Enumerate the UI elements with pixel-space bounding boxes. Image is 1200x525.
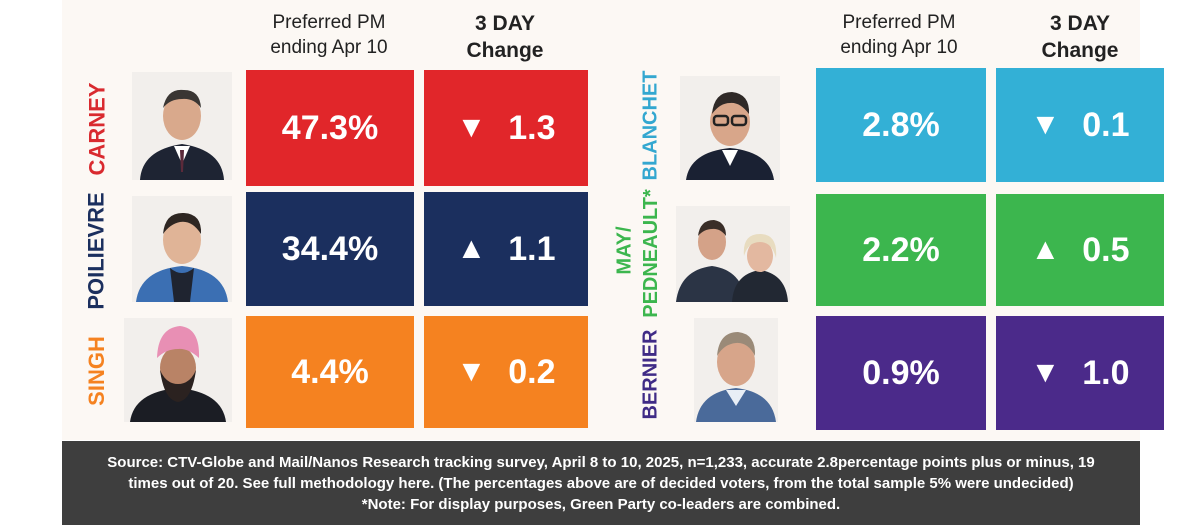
may-pedneault-value: 2.2% — [862, 230, 940, 269]
may-pedneault-change: 0.5 — [1082, 230, 1130, 269]
poilievre-change: 1.1 — [508, 229, 556, 268]
up-arrow-icon: ▲ — [456, 232, 487, 265]
footer-line-1: Source: CTV-Globe and Mail/Nanos Researc… — [107, 453, 1095, 471]
singh-photo — [124, 318, 232, 422]
singh-change: 0.2 — [508, 352, 556, 391]
singh-value-box: 4.4% — [246, 316, 414, 428]
pedneault-label: PEDNEAULT* — [639, 188, 662, 318]
bernier-change: 1.0 — [1082, 353, 1130, 392]
blanchet-value-box: 2.8% — [816, 68, 986, 182]
may-pedneault-value-box: 2.2% — [816, 194, 986, 306]
blanchet-value: 2.8% — [862, 105, 940, 144]
may-pedneault-photo — [676, 206, 790, 302]
singh-value: 4.4% — [291, 352, 369, 391]
blanchet-photo — [680, 76, 780, 180]
carney-change: 1.3 — [508, 108, 556, 147]
blanchet-change: 0.1 — [1082, 105, 1130, 144]
poilievre-label: POILIEVRE — [84, 192, 110, 310]
may-label: MAY/ — [613, 225, 636, 275]
bernier-value: 0.9% — [862, 353, 940, 392]
bernier-change-box: ▼ 1.0 — [996, 316, 1164, 430]
left-preferred-header: Preferred PM ending Apr 10 — [270, 12, 388, 58]
carney-value-box: 47.3% — [246, 70, 414, 186]
blanchet-change-box: ▼ 0.1 — [996, 68, 1164, 182]
right-change-header: 3 DAY Change — [1041, 12, 1119, 62]
poilievre-change-box: ▲ 1.1 — [424, 192, 588, 306]
bernier-value-box: 0.9% — [816, 316, 986, 430]
down-arrow-icon: ▼ — [456, 355, 487, 388]
source-footer: Source: CTV-Globe and Mail/Nanos Researc… — [62, 441, 1140, 525]
carney-photo — [132, 72, 232, 180]
footer-line-2: times out of 20. See full methodology he… — [128, 474, 1074, 492]
bernier-photo — [694, 318, 778, 422]
singh-label: SINGH — [84, 336, 109, 406]
bernier-label: BERNIER — [639, 328, 662, 420]
left-change-header: 3 DAY Change — [466, 12, 544, 62]
poilievre-photo — [132, 196, 232, 302]
footer-note: *Note: For display purposes, Green Party… — [361, 495, 841, 513]
right-preferred-header: Preferred PM ending Apr 10 — [840, 12, 958, 58]
may-pedneault-change-box: ▲ 0.5 — [996, 194, 1164, 306]
down-arrow-icon: ▼ — [1030, 108, 1061, 141]
carney-label: CARNEY — [84, 82, 109, 176]
singh-change-box: ▼ 0.2 — [424, 316, 588, 428]
carney-value: 47.3% — [281, 108, 379, 147]
down-arrow-icon: ▼ — [1030, 356, 1061, 389]
poilievre-value: 34.4% — [281, 229, 379, 268]
poilievre-value-box: 34.4% — [246, 192, 414, 306]
carney-change-box: ▼ 1.3 — [424, 70, 588, 186]
down-arrow-icon: ▼ — [456, 111, 487, 144]
blanchet-label: BLANCHET — [639, 70, 662, 180]
up-arrow-icon: ▲ — [1030, 233, 1061, 266]
